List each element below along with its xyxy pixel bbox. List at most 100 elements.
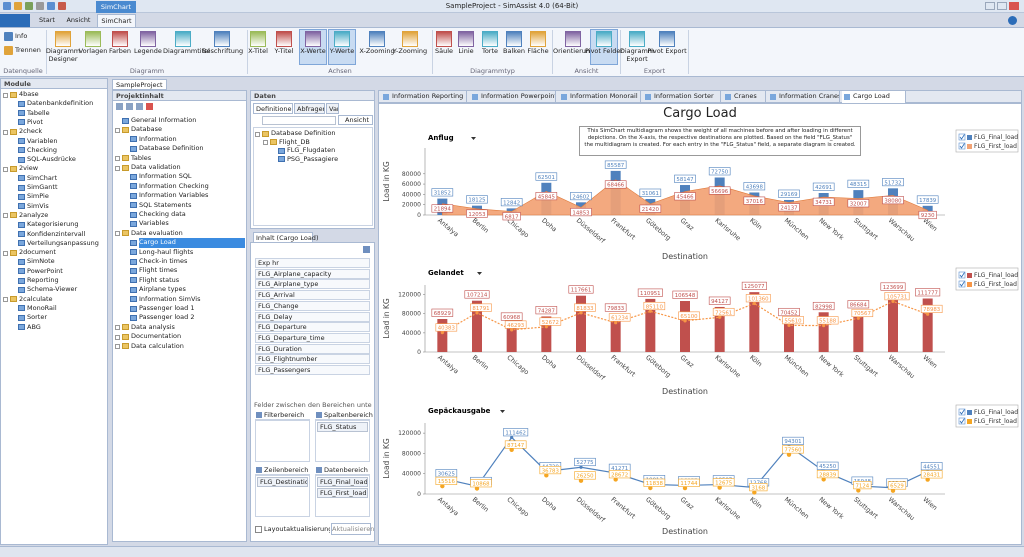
field-item[interactable]: FLG_Delay	[255, 311, 370, 322]
tree-item[interactable]: Information Variables	[139, 191, 209, 200]
tree-item[interactable]: Flight times	[139, 266, 178, 275]
ribbon-button[interactable]: X-Werte	[300, 47, 326, 55]
tree-item[interactable]: PSG_Passagiere	[287, 154, 339, 163]
tree-item[interactable]: Kategorisierung	[27, 220, 79, 229]
tree-item[interactable]: Information SQL	[139, 172, 192, 181]
help-icon[interactable]	[1008, 16, 1017, 25]
expander[interactable]	[255, 131, 260, 137]
ribbon-button[interactable]: Y-Zooming	[392, 47, 428, 55]
tree-item[interactable]: 2view	[19, 164, 39, 173]
expander[interactable]	[115, 165, 120, 171]
ribbon-button[interactable]: Legende	[134, 47, 162, 55]
tree-item[interactable]: Verteilungsanpassung	[27, 238, 99, 247]
toolbar-icon[interactable]	[136, 103, 143, 110]
expander[interactable]	[3, 166, 8, 172]
field-item[interactable]: FLG_Passengers	[255, 365, 370, 375]
toolbar-icon[interactable]	[126, 103, 133, 110]
tree-item[interactable]: Flight_DB	[279, 137, 310, 146]
tree-item[interactable]: 4base	[19, 90, 39, 98]
document-tab[interactable]: Cranes	[723, 91, 766, 103]
toolbar-icon[interactable]	[116, 103, 123, 110]
tree-item[interactable]: Reporting	[27, 276, 59, 284]
expander[interactable]	[3, 250, 8, 256]
tree-item[interactable]: General Information	[131, 116, 197, 124]
tree-item[interactable]: 2check	[19, 127, 43, 136]
tree-item[interactable]: 2document	[19, 248, 56, 257]
field-item[interactable]: FLG_Destination	[257, 477, 308, 487]
tree-item[interactable]: SQL Statements	[139, 200, 192, 209]
tree-item[interactable]: 2analyze	[19, 210, 49, 219]
expander[interactable]	[263, 140, 268, 146]
expander[interactable]	[115, 344, 120, 350]
ribbon-button[interactable]: Farben	[108, 47, 132, 55]
ribbon-tab[interactable]: Start	[39, 16, 55, 24]
field-item[interactable]: FLG_Change	[255, 300, 370, 311]
tree-item[interactable]: ABG	[27, 322, 41, 331]
document-tab[interactable]: SampleProject	[112, 79, 167, 90]
field-item[interactable]: FLG_Duration	[255, 343, 370, 354]
tree-item[interactable]: Variablen	[27, 136, 58, 145]
tree-item[interactable]: Data calculation	[131, 341, 184, 350]
ribbon-button[interactable]: Y-Werte	[329, 47, 355, 55]
field-item[interactable]: FLG_Final_load	[317, 477, 368, 487]
ribbon-button[interactable]: Linie	[458, 47, 474, 55]
quick-access-icon[interactable]	[58, 2, 66, 10]
ribbon-button[interactable]: Balken	[503, 47, 525, 55]
ribbon-tab[interactable]: Ansicht	[66, 16, 91, 24]
window-control[interactable]	[997, 2, 1007, 10]
tree-item[interactable]: Checking data	[139, 210, 186, 218]
field-item[interactable]: FLG_Status	[317, 422, 368, 432]
expander[interactable]	[115, 325, 120, 331]
expander[interactable]	[3, 297, 8, 303]
tree-item[interactable]: Passenger load 1	[139, 304, 195, 312]
ribbon-button[interactable]: Vorlagen	[78, 47, 108, 55]
field-item[interactable]: FLG_Departure_time	[255, 332, 370, 343]
expander[interactable]	[115, 231, 120, 237]
expander[interactable]	[3, 92, 8, 98]
tree-item[interactable]: Sorter	[27, 313, 47, 322]
tree-item[interactable]: FLG_Flugdaten	[287, 146, 336, 155]
expander[interactable]	[3, 129, 8, 135]
quick-access-icon[interactable]	[14, 2, 22, 10]
tree-item[interactable]: Information Checking	[139, 181, 209, 190]
tree-item[interactable]: Information	[139, 134, 177, 143]
ribbon-tab[interactable]: SimChart	[97, 14, 136, 27]
tree-item[interactable]: Documentation	[131, 332, 182, 341]
tree-item[interactable]: Database	[131, 125, 163, 134]
file-button[interactable]	[0, 14, 30, 27]
field-item[interactable]: FLG_Airplane_capacity	[255, 268, 370, 279]
quick-access-icon[interactable]	[3, 2, 11, 10]
panel-tab[interactable]: Abfragen	[294, 103, 325, 114]
tree-item[interactable]: Airplane types	[139, 285, 186, 294]
tree-item[interactable]: Check-in times	[139, 257, 188, 265]
tree-item[interactable]: Cargo Load	[139, 238, 245, 248]
field-item[interactable]: FLG_First_load	[317, 488, 368, 498]
tree-item[interactable]: Information SimVis	[139, 294, 201, 303]
ribbon-button[interactable]: Torte	[481, 47, 499, 55]
tree-item[interactable]: Data evaluation	[131, 228, 183, 237]
tree-item[interactable]: Database Definition	[139, 144, 204, 153]
document-tab[interactable]: Information Sorter	[643, 91, 721, 103]
tree-item[interactable]: MonoRail	[27, 303, 57, 312]
tree-item[interactable]: Tables	[131, 153, 152, 162]
quick-access-icon[interactable]	[25, 2, 33, 10]
ribbon-button[interactable]: Orientierung	[553, 47, 595, 55]
update-button[interactable]: Aktualisieren	[331, 523, 375, 535]
ribbon-button[interactable]: Beschriftung	[202, 47, 244, 55]
expander[interactable]	[115, 127, 120, 133]
tree-item[interactable]: Schema-Viewer	[27, 285, 78, 294]
ribbon-button[interactable]: Info	[15, 32, 28, 40]
document-tab[interactable]: Information Powerpoint	[470, 91, 556, 103]
tree-item[interactable]: Passenger load 2	[139, 313, 195, 322]
tree-item[interactable]: Checking	[27, 145, 58, 154]
tree-item[interactable]: SimChart	[27, 173, 58, 182]
field-item[interactable]: FLG_Arrival	[255, 290, 370, 301]
expander[interactable]	[115, 334, 120, 340]
field-item[interactable]: FLG_Airplane_type	[255, 279, 370, 290]
document-tab[interactable]: Information Reporting	[381, 91, 467, 103]
ribbon-button[interactable]: Trennen	[15, 46, 41, 54]
tree-item[interactable]: Data analysis	[131, 322, 175, 331]
ribbon-button[interactable]: Pivot Felder	[584, 47, 623, 55]
window-control[interactable]	[1009, 2, 1019, 10]
ribbon-button[interactable]: Diagrammtitel	[163, 47, 210, 55]
